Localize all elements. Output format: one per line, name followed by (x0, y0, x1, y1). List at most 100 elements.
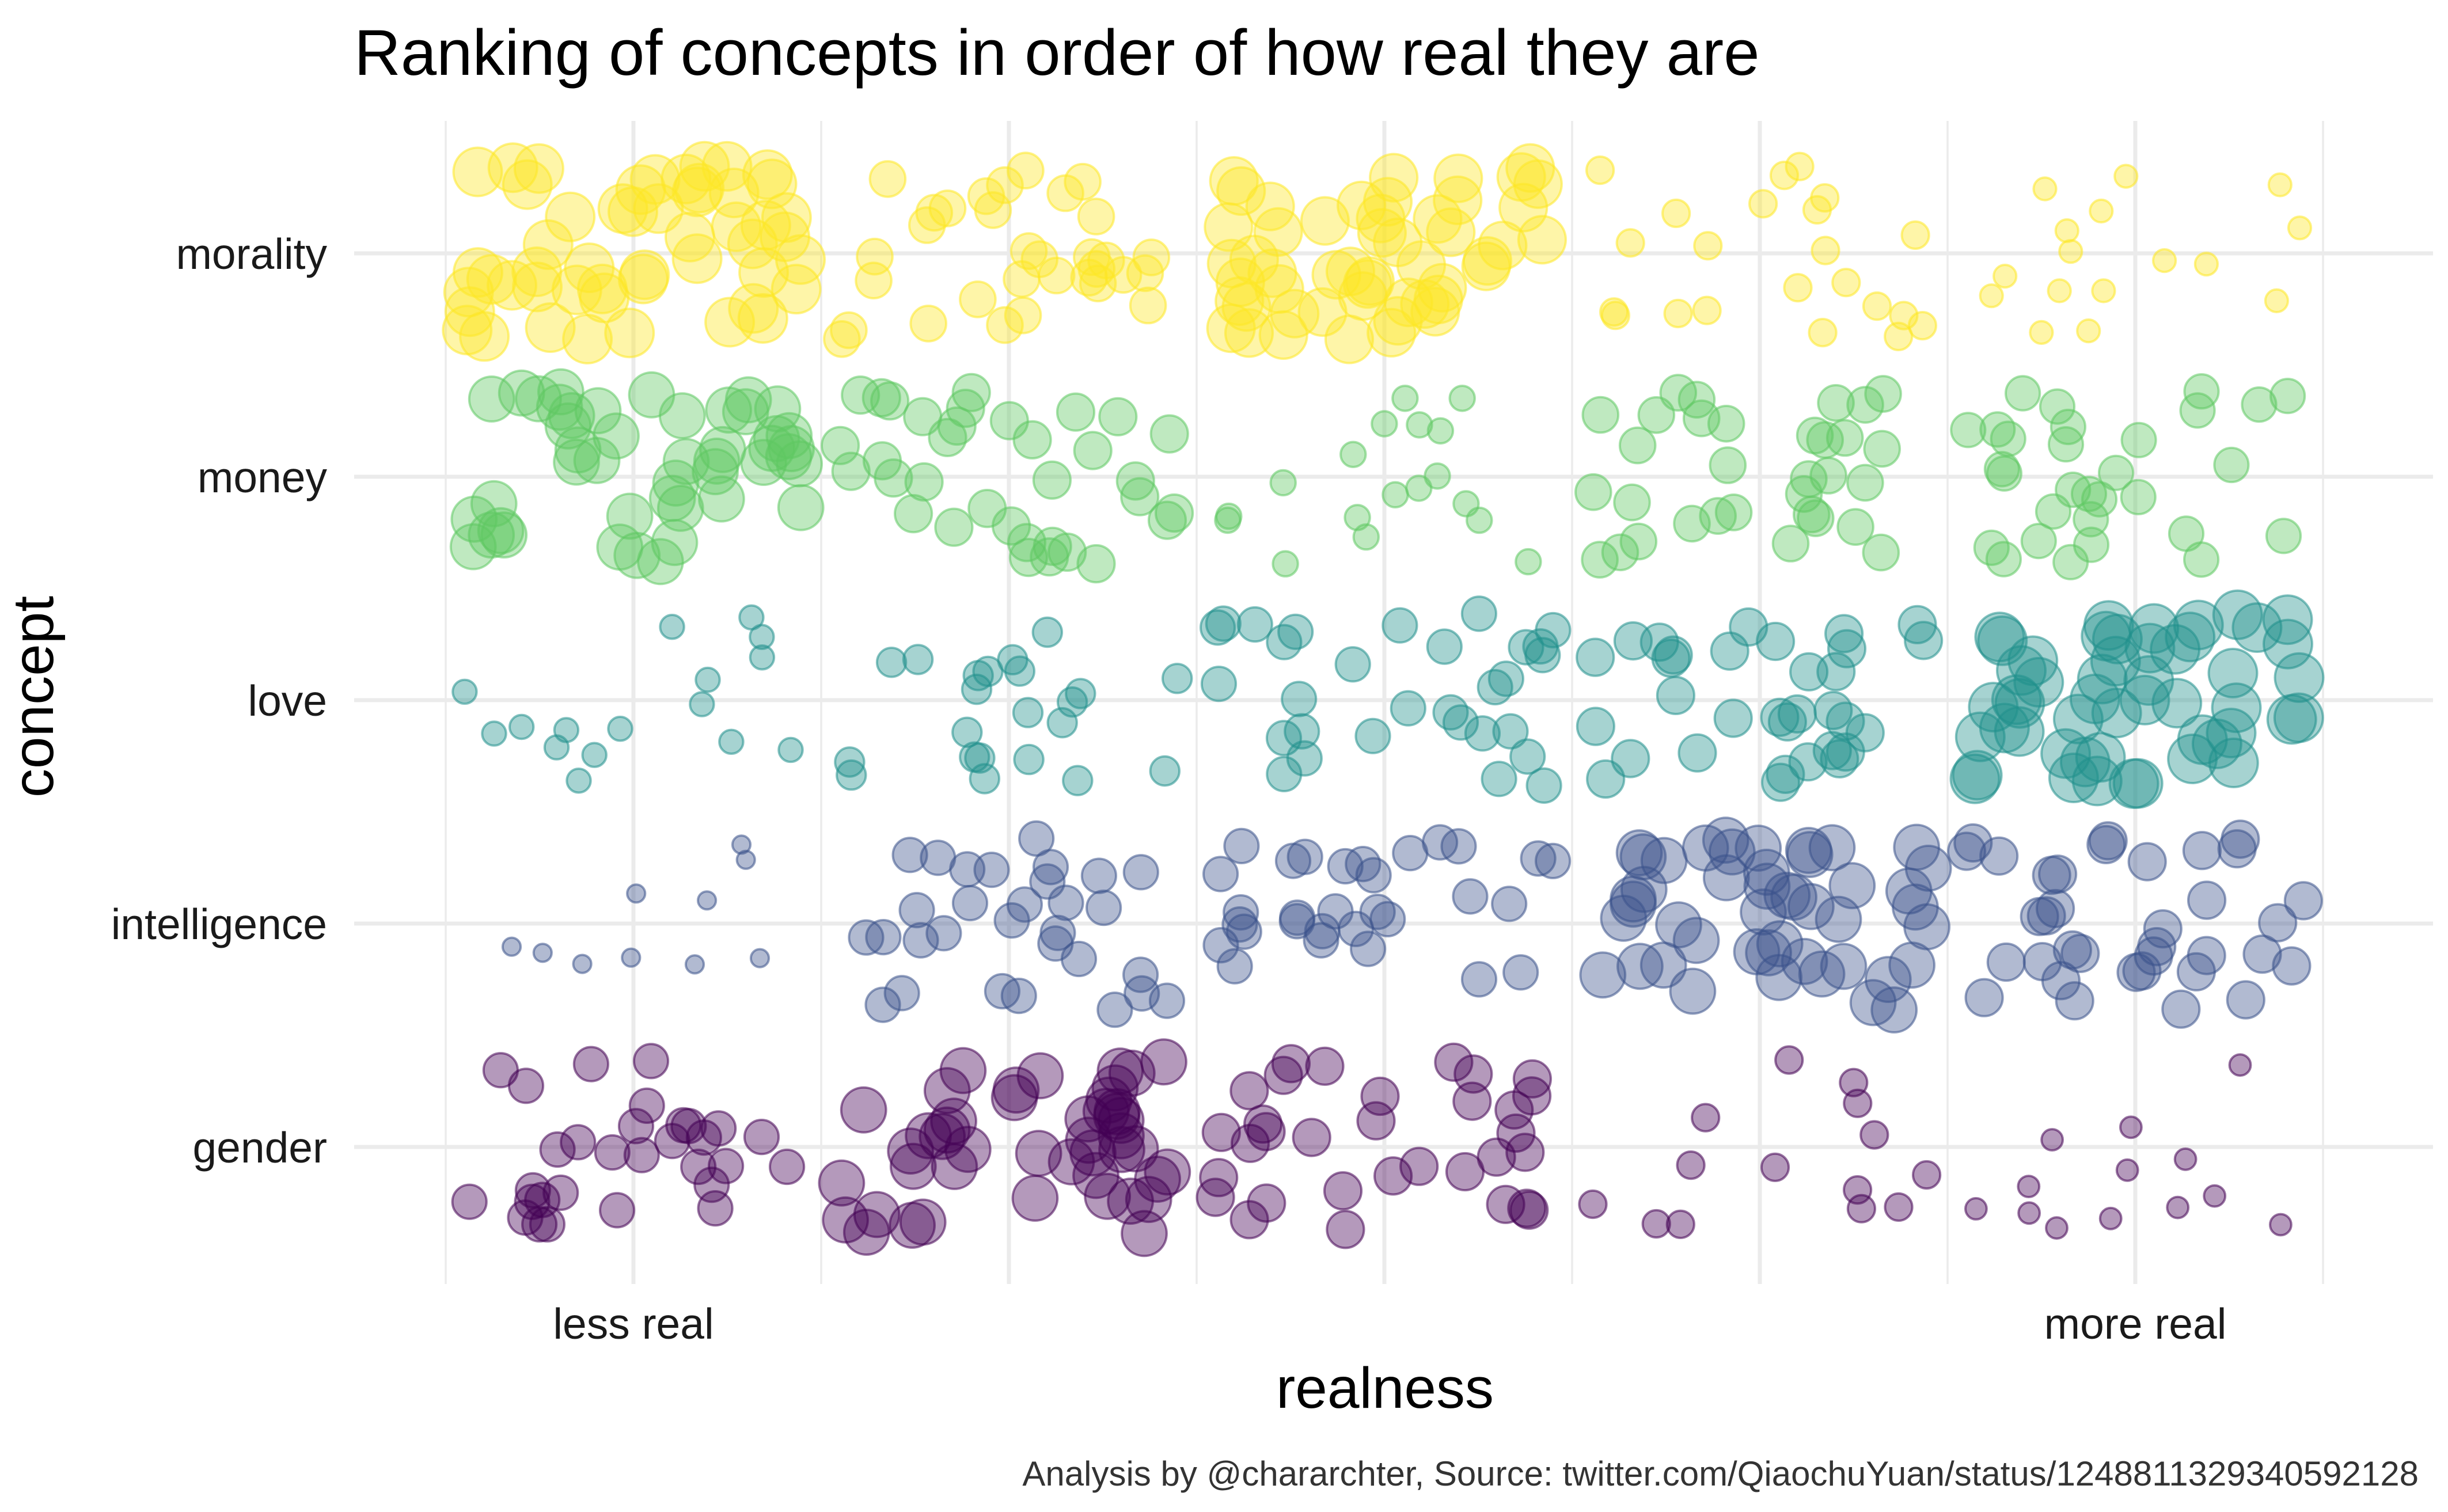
data-point (2040, 1128, 2064, 1152)
data-point (1825, 701, 1865, 741)
data-point (2193, 252, 2219, 277)
data-point (821, 426, 860, 465)
data-point (848, 919, 885, 956)
data-point (777, 736, 804, 763)
data-point (1317, 893, 1354, 930)
data-point (864, 986, 901, 1023)
data-point (1292, 1118, 1331, 1157)
data-point (742, 149, 793, 200)
data-point (951, 716, 983, 749)
data-point (1149, 414, 1189, 454)
data-point (1433, 153, 1483, 203)
data-point (2073, 501, 2109, 538)
data-point (1509, 738, 1546, 775)
data-point (1426, 628, 1463, 665)
data-point (1354, 717, 1391, 754)
data-point (986, 166, 1024, 204)
data-point (1743, 863, 1791, 910)
data-point (908, 206, 946, 244)
data-point (1125, 1176, 1172, 1224)
data-point (548, 392, 595, 439)
data-point (1297, 287, 1348, 337)
data-point (2151, 678, 2203, 729)
series-love (451, 589, 2325, 809)
data-point (1229, 1071, 1269, 1111)
data-point (2161, 989, 2201, 1029)
data-point (689, 691, 715, 717)
data-point (1018, 820, 1055, 857)
data-point (1888, 941, 1936, 989)
data-point (2088, 821, 2128, 861)
data-point (1216, 166, 1266, 216)
x-tick-label: more real (2044, 1300, 2227, 1348)
data-point (2176, 952, 2216, 991)
data-point (1015, 1130, 1062, 1177)
data-point (451, 1183, 488, 1220)
data-point (1760, 1152, 1790, 1183)
data-point (2086, 825, 2126, 865)
data-point (925, 915, 962, 952)
data-point (1032, 849, 1069, 886)
data-point (581, 742, 608, 768)
data-point (651, 519, 699, 567)
data-point (2058, 239, 2083, 264)
data-point (1012, 697, 1044, 728)
data-point (1619, 522, 1658, 561)
data-point (1665, 1209, 1695, 1239)
data-point (1743, 849, 1790, 896)
data-point (1884, 1192, 1914, 1222)
data-point (1029, 863, 1066, 900)
data-point (1839, 1067, 1869, 1097)
data-point (1286, 740, 1323, 777)
data-point (1269, 469, 1297, 497)
data-point (553, 438, 600, 486)
data-points (442, 140, 2325, 1258)
data-point (1693, 231, 1723, 261)
data-point (1323, 1171, 1363, 1211)
data-point (1000, 978, 1037, 1015)
data-point (1691, 1103, 1721, 1133)
data-point (572, 1046, 610, 1082)
x-axis-title: realness (1276, 1356, 1494, 1420)
data-point (1496, 152, 1546, 202)
data-point (1481, 761, 1517, 797)
data-point (1032, 460, 1072, 500)
data-point (1342, 259, 1392, 309)
data-point (1505, 1133, 1545, 1172)
data-point (1206, 303, 1256, 354)
data-point (973, 852, 1010, 888)
data-point (1615, 228, 1645, 258)
data-point (2206, 708, 2257, 759)
data-point (1862, 291, 1892, 321)
data-point (1008, 538, 1049, 578)
data-point (708, 1148, 745, 1184)
data-point (468, 511, 515, 559)
data-point (542, 1174, 579, 1211)
data-point (915, 193, 954, 232)
data-point (442, 305, 493, 356)
data-point (1214, 276, 1265, 326)
data-point (443, 267, 494, 318)
data-point (1124, 975, 1160, 1012)
data-point (1525, 767, 1562, 804)
data-point (1771, 525, 1810, 563)
data-point (1766, 754, 1805, 795)
data-point (2098, 1206, 2123, 1230)
data-point (2050, 408, 2086, 446)
data-point (1781, 937, 1828, 985)
data-point (903, 397, 943, 436)
data-point (974, 191, 1012, 229)
data-point (1300, 196, 1350, 246)
data-point (1327, 848, 1364, 885)
data-point (1352, 523, 1380, 551)
data-point (1286, 838, 1323, 875)
data-point (1843, 1175, 1873, 1205)
data-point (701, 140, 753, 192)
data-point (1120, 477, 1160, 516)
data-point (1426, 417, 1455, 445)
data-point (1115, 461, 1155, 501)
data-point (532, 943, 553, 963)
data-point (2091, 278, 2116, 303)
data-point (2258, 903, 2298, 943)
data-point (1266, 624, 1303, 660)
